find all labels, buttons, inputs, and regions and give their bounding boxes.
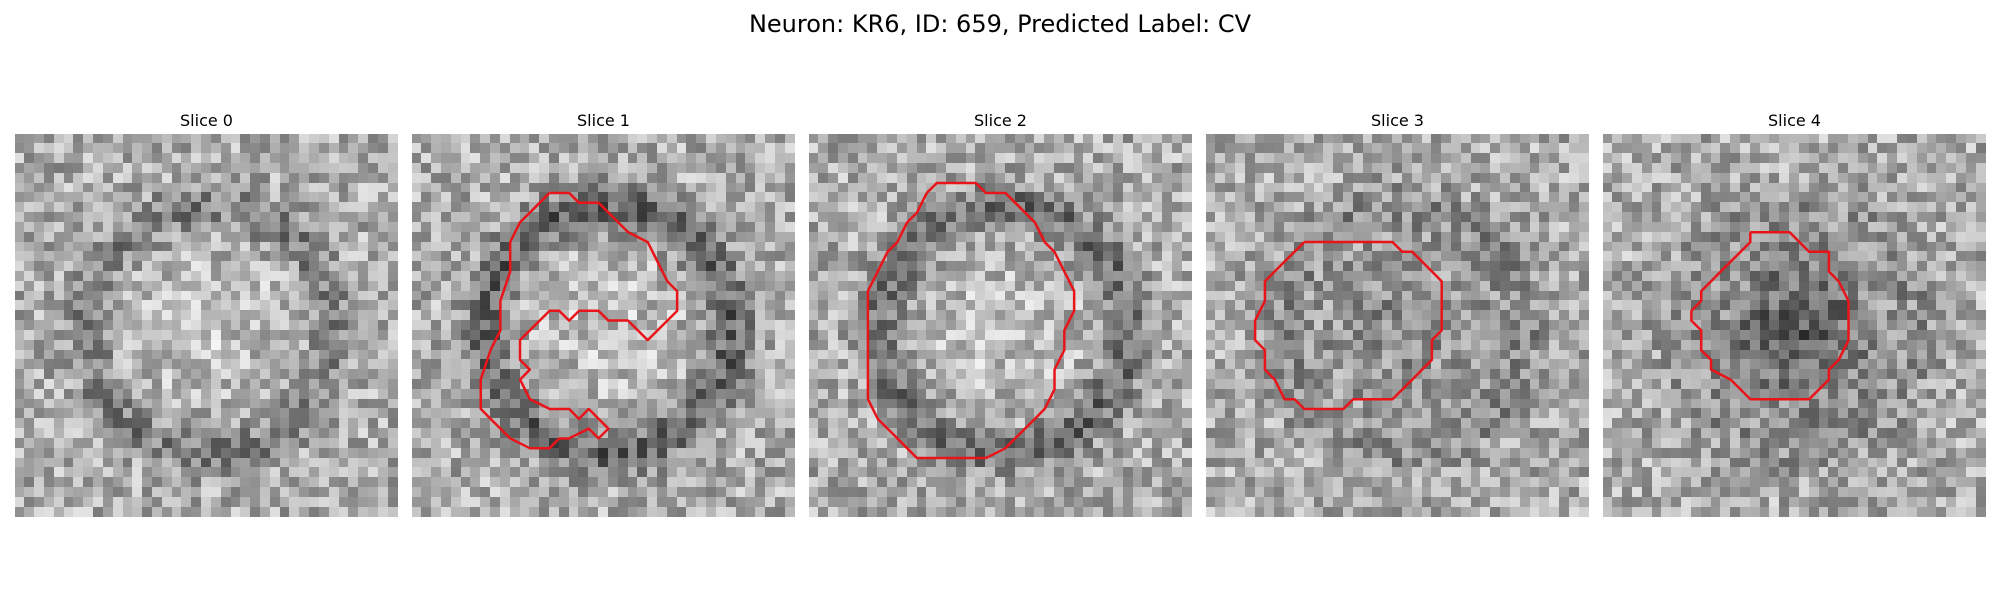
slice-canvas — [809, 134, 1192, 517]
slice-title: Slice 2 — [974, 111, 1027, 130]
slice-canvas — [1603, 134, 1986, 517]
slice-image — [412, 134, 795, 517]
slice-panel-2: Slice 2 — [809, 110, 1192, 517]
slice-title: Slice 1 — [577, 111, 630, 130]
slice-title: Slice 3 — [1371, 111, 1424, 130]
slice-image — [1206, 134, 1589, 517]
slice-image — [15, 134, 398, 517]
figure-title: Neuron: KR6, ID: 659, Predicted Label: C… — [748, 10, 1252, 38]
slice-panel-4: Slice 4 — [1603, 110, 1986, 517]
slice-canvas — [15, 134, 398, 517]
slice-canvas — [412, 134, 795, 517]
slice-panel-3: Slice 3 — [1206, 110, 1589, 517]
slice-canvas — [1206, 134, 1589, 517]
slice-image — [809, 134, 1192, 517]
slice-title: Slice 4 — [1768, 111, 1821, 130]
slice-image — [1603, 134, 1986, 517]
slice-title: Slice 0 — [180, 111, 233, 130]
slice-panel-0: Slice 0 — [15, 110, 398, 517]
slice-panel-1: Slice 1 — [412, 110, 795, 517]
